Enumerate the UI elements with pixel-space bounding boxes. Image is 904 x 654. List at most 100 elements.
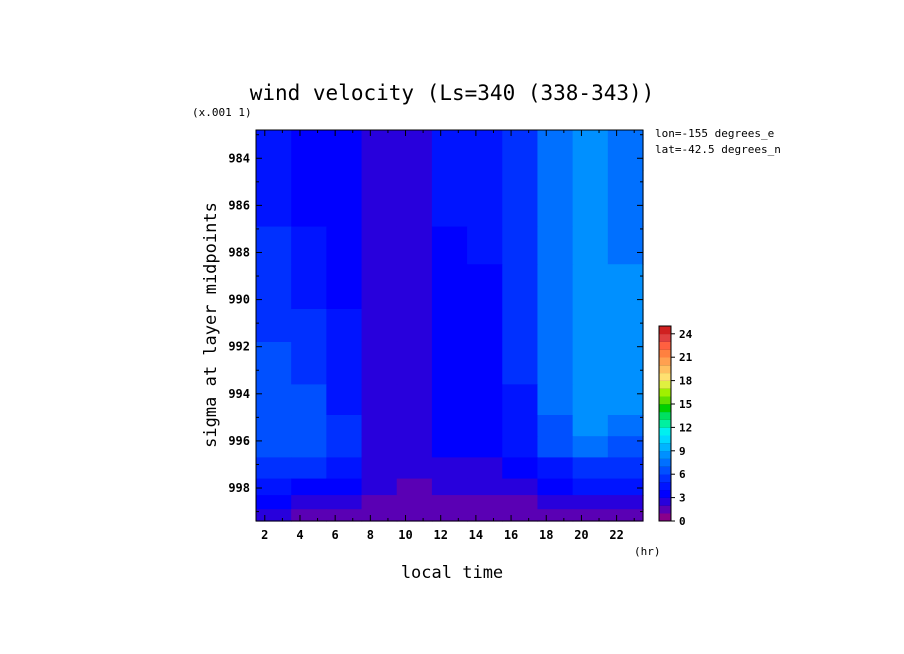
colorbar-swatch xyxy=(659,474,671,483)
heatmap-cell xyxy=(396,170,433,228)
heatmap-cell xyxy=(291,384,327,416)
heatmap-cell xyxy=(256,415,292,437)
colorbar-swatch xyxy=(659,349,671,358)
heatmap-cell xyxy=(607,309,644,343)
heatmap-cell xyxy=(396,478,433,496)
x-tick-label: 8 xyxy=(367,528,374,542)
y-tick-label: 986 xyxy=(228,198,250,212)
heatmap-cell xyxy=(607,415,644,437)
heatmap-cell xyxy=(607,478,644,496)
heatmap-cell xyxy=(396,436,433,458)
heatmap-cell xyxy=(607,457,644,480)
heatmap-cell xyxy=(537,457,574,480)
heatmap-cell xyxy=(537,478,574,496)
x-tick-label: 12 xyxy=(433,528,447,542)
heatmap-cell xyxy=(326,415,363,437)
colorbar-swatch xyxy=(659,466,671,475)
heatmap-cell xyxy=(431,309,468,343)
heatmap-plot xyxy=(256,130,644,522)
heatmap-cell xyxy=(572,130,609,171)
x-tick-label: 16 xyxy=(504,528,518,542)
heatmap-cell xyxy=(502,509,539,522)
x-axis-label: local time xyxy=(401,563,503,583)
heatmap-cell xyxy=(361,509,398,522)
heatmap-cell xyxy=(607,384,644,416)
heatmap-cell xyxy=(326,264,363,310)
heatmap-cell xyxy=(291,478,327,496)
heatmap-cell xyxy=(396,509,433,522)
heatmap-cell xyxy=(431,130,468,171)
colorbar-swatch xyxy=(659,489,671,498)
heatmap-cell xyxy=(572,478,609,496)
heatmap-cell xyxy=(431,478,468,496)
heatmap-cell xyxy=(291,509,327,522)
heatmap-cell xyxy=(537,130,574,171)
heatmap-cell xyxy=(431,509,468,522)
x-tick-label: 6 xyxy=(332,528,339,542)
chart-title: wind velocity (Ls=340 (338-343)) xyxy=(250,81,655,105)
colorbar-swatch xyxy=(659,388,671,397)
x-tick-label: 22 xyxy=(609,528,623,542)
heatmap-cell xyxy=(572,341,609,385)
heatmap-cell xyxy=(326,170,363,228)
colorbar-tick-label: 3 xyxy=(679,492,686,505)
heatmap-cell xyxy=(572,457,609,480)
heatmap-cell xyxy=(607,170,644,228)
colorbar-swatch xyxy=(659,396,671,405)
colorbar-swatch xyxy=(659,380,671,389)
heatmap-cell xyxy=(256,226,292,265)
colorbar-swatch xyxy=(659,513,671,522)
x-tick-label: 14 xyxy=(469,528,483,542)
colorbar-swatch xyxy=(659,341,671,350)
heatmap-cell xyxy=(326,309,363,343)
heatmap-cell xyxy=(396,264,433,310)
x-tick-label: 2 xyxy=(261,528,268,542)
heatmap-cell xyxy=(396,457,433,480)
heatmap-cell xyxy=(537,226,574,265)
heatmap-cell xyxy=(396,384,433,416)
x-tick-label: 10 xyxy=(398,528,412,542)
colorbar-tick-label: 12 xyxy=(679,421,692,434)
heatmap-cell xyxy=(572,226,609,265)
heatmap-cell xyxy=(537,264,574,310)
heatmap-cell xyxy=(502,341,539,385)
heatmap-cell xyxy=(256,384,292,416)
heatmap-cell xyxy=(291,130,327,171)
heatmap-cell xyxy=(256,509,292,522)
heatmap-cell xyxy=(326,457,363,480)
x-tick-label: 20 xyxy=(574,528,588,542)
heatmap-cell xyxy=(326,226,363,265)
colorbar-tick-label: 18 xyxy=(679,375,692,388)
heatmap-cell xyxy=(256,436,292,458)
heatmap-cell xyxy=(467,264,503,310)
heatmap-cell xyxy=(537,170,574,228)
heatmap-cell xyxy=(326,436,363,458)
heatmap-cell xyxy=(502,309,539,343)
heatmap-cell xyxy=(502,495,539,510)
heatmap-cell xyxy=(537,415,574,437)
heatmap-cell xyxy=(326,384,363,416)
colorbar-swatch xyxy=(659,482,671,491)
x-tick-label: 18 xyxy=(539,528,553,542)
y-tick-label: 988 xyxy=(228,245,250,259)
heatmap-cell xyxy=(467,130,503,171)
heatmap-cell xyxy=(607,436,644,458)
colorbar-swatch xyxy=(659,372,671,381)
heatmap-cell xyxy=(572,384,609,416)
colorbar-swatch xyxy=(659,427,671,436)
heatmap-cell xyxy=(572,495,609,510)
colorbar-tick-label: 6 xyxy=(679,468,686,481)
heatmap-cell xyxy=(502,384,539,416)
heatmap-cell xyxy=(431,170,468,228)
heatmap-cell xyxy=(467,478,503,496)
x-axis-unit: (hr) xyxy=(634,545,661,558)
heatmap-cell xyxy=(291,341,327,385)
heatmap-cell xyxy=(502,436,539,458)
heatmap-cell xyxy=(572,415,609,437)
heatmap-cell xyxy=(431,226,468,265)
heatmap-cell xyxy=(291,170,327,228)
heatmap-cell xyxy=(326,130,363,171)
heatmap-cell xyxy=(256,341,292,385)
heatmap-cell xyxy=(467,436,503,458)
